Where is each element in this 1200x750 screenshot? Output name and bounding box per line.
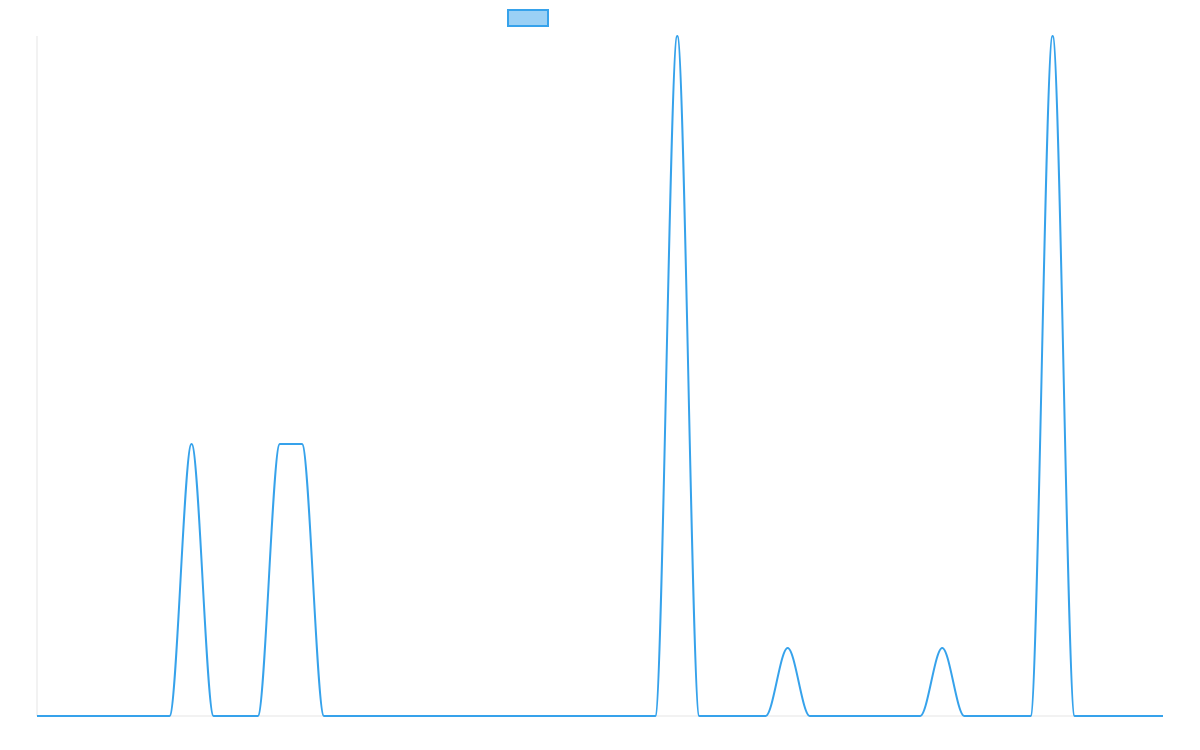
chart-axes: [36, 36, 1163, 717]
series-layer: [37, 35, 1163, 717]
legend[interactable]: [507, 9, 549, 27]
series-line-0: [37, 35, 1163, 717]
legend-swatch[interactable]: [507, 9, 549, 27]
